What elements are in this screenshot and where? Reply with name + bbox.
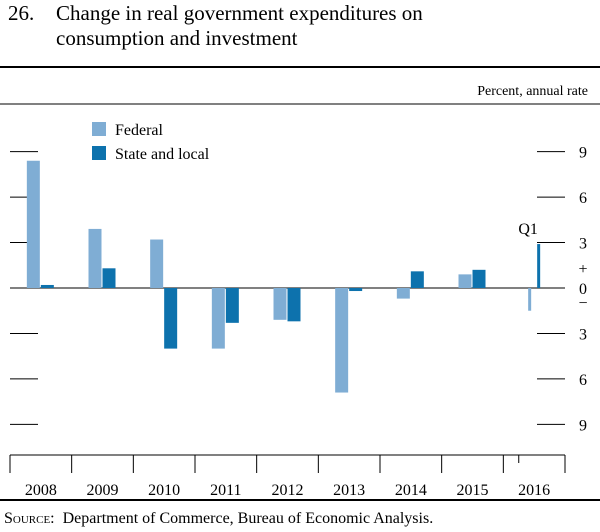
y-tick-label: 3: [579, 236, 587, 253]
bar-federal-2012: [273, 288, 287, 320]
figure-number: 26.: [8, 1, 34, 25]
bar-state-and-local-2016: [537, 244, 541, 288]
y-tick-labels: 9 6 3 0 3 6 9: [579, 145, 587, 435]
x-tick-label: 2013: [333, 482, 365, 499]
y-tick-label: 3: [579, 326, 587, 343]
x-tick-label: 2012: [272, 482, 304, 499]
bars-group: [26, 160, 541, 393]
bar-state-and-local-2011: [225, 288, 239, 323]
x-tick-label: 2008: [25, 482, 57, 499]
source-text: Department of Commerce, Bureau of Econom…: [62, 510, 434, 527]
legend: Federal State and local: [92, 122, 210, 163]
legend-label-federal: Federal: [115, 122, 164, 139]
legend-swatch-federal: [92, 122, 106, 136]
x-tick-label: 2016: [518, 482, 550, 499]
x-tick-label: 2014: [395, 482, 427, 499]
bar-federal-2008: [26, 160, 40, 288]
minus-sign: −: [578, 295, 587, 312]
bar-state-and-local-2010: [164, 288, 178, 349]
x-tick-label: 2015: [457, 482, 489, 499]
x-tick-label: 2009: [87, 482, 119, 499]
y-tick-label: 9: [579, 417, 587, 434]
x-tick-label: 2010: [148, 482, 180, 499]
bar-federal-2016: [528, 288, 532, 311]
y-tick-label: 9: [579, 145, 587, 162]
plus-sign: +: [578, 261, 587, 278]
y-tick-label: 6: [579, 190, 587, 207]
bar-state-and-local-2012: [287, 288, 301, 322]
q1-annotation: Q1: [518, 221, 538, 238]
source-label: Source:: [4, 510, 55, 527]
legend-label-state-and-local: State and local: [115, 146, 210, 163]
bar-state-and-local-2014: [410, 271, 424, 288]
y-tick-marks: [10, 151, 565, 425]
y-tick-label: 0: [579, 281, 587, 298]
bar-federal-2010: [150, 239, 164, 288]
bar-state-and-local-2008: [40, 284, 54, 288]
bar-federal-2014: [396, 288, 410, 299]
x-axis: [9, 454, 566, 473]
x-tick-labels: 2008 2009 2010 2011 2012 2013 2014 2015 2016: [25, 482, 550, 499]
x-tick-label: 2011: [210, 482, 241, 499]
bar-state-and-local-2009: [102, 268, 116, 288]
units-label: Percent, annual rate: [477, 84, 588, 99]
figure-title-line-2: consumption and investment: [56, 26, 298, 50]
bar-state-and-local-2015: [472, 269, 486, 288]
source-note: Source: Department of Commerce, Bureau o…: [4, 510, 433, 528]
bar-state-and-local-2013: [349, 288, 363, 292]
figure-title-line-1: Change in real government expenditures o…: [56, 1, 423, 25]
bar-federal-2013: [335, 288, 349, 393]
bar-federal-2009: [88, 228, 102, 288]
bar-federal-2011: [211, 288, 225, 349]
y-tick-label: 6: [579, 372, 587, 389]
bar-federal-2015: [458, 274, 472, 288]
legend-swatch-state-and-local: [92, 146, 106, 160]
